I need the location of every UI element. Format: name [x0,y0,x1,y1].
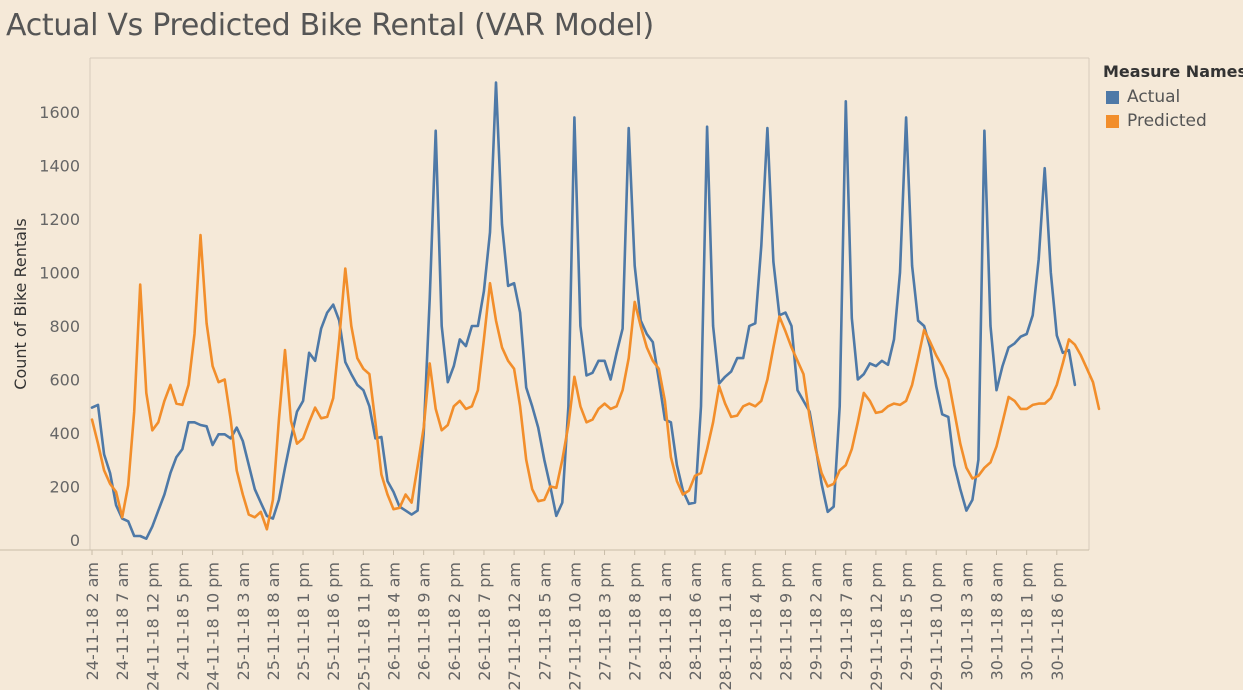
y-tick-label: 400 [49,424,80,443]
legend-swatch-predicted [1106,114,1119,128]
x-tick-label: 25-11-18 8 am [264,562,283,680]
legend-label-actual: Actual [1127,87,1181,107]
x-tick-label: 30-11-18 1 pm [1018,562,1037,681]
x-tick-label: 24-11-18 10 pm [204,562,223,690]
series-line-predicted [90,233,1101,531]
y-axis-title: Count of Bike Rentals [11,218,30,389]
x-tick-label: 28-11-18 9 pm [776,562,795,681]
y-tick-label: 1000 [39,264,80,283]
x-tick-label: 26-11-18 2 pm [445,562,464,681]
x-tick-label: 24-11-18 5 pm [173,562,192,681]
x-tick-label: 29-11-18 7 am [837,562,856,680]
y-tick-label: 600 [49,371,80,390]
x-tick-label: 25-11-18 1 pm [294,562,313,681]
y-tick-label: 200 [49,478,80,497]
legend: Measure Names Actual Predicted [1103,62,1243,133]
legend-title: Measure Names [1103,62,1243,81]
x-tick-label: 29-11-18 5 pm [897,562,916,681]
x-tick-label: 25-11-18 3 am [234,562,253,680]
y-tick-label: 1400 [39,157,80,176]
legend-swatch-actual [1106,90,1119,104]
x-tick-label: 28-11-18 1 am [656,562,675,680]
x-tick-label: 26-11-18 9 am [415,562,434,680]
x-tick-label: 24-11-18 2 am [83,562,102,680]
x-tick-label: 28-11-18 4 pm [746,562,765,681]
series-line-actual [90,81,1077,541]
legend-item-predicted[interactable]: Predicted [1103,109,1243,133]
x-tick-label: 27-11-18 5 am [535,562,554,680]
legend-label-predicted: Predicted [1127,111,1207,131]
x-tick-label: 27-11-18 3 pm [596,562,615,681]
x-tick-label: 27-11-18 12 am [505,562,524,690]
x-tick-label: 30-11-18 6 pm [1048,562,1067,681]
x-tick-label: 25-11-18 11 pm [354,562,373,690]
x-tick-label: 25-11-18 6 pm [324,562,343,681]
x-tick-label: 29-11-18 12 pm [867,562,886,690]
x-tick-label: 24-11-18 7 am [113,562,132,680]
x-tick-label: 29-11-18 2 am [807,562,826,680]
x-tick-label: 30-11-18 8 am [988,562,1007,680]
x-tick-label: 27-11-18 10 am [565,562,584,690]
chart-title: Actual Vs Predicted Bike Rental (VAR Mod… [6,8,654,43]
x-tick-label: 24-11-18 12 pm [143,562,162,690]
x-tick-label: 26-11-18 7 pm [475,562,494,681]
x-tick-label: 29-11-18 10 pm [927,562,946,690]
y-tick-label: 1200 [39,210,80,229]
x-tick-label: 28-11-18 11 am [716,562,735,690]
x-tick-label: 27-11-18 8 pm [626,562,645,681]
legend-item-actual[interactable]: Actual [1103,85,1243,109]
x-tick-label: 26-11-18 4 am [385,562,404,680]
x-tick-label: 30-11-18 3 am [957,562,976,680]
y-tick-label: 800 [49,317,80,336]
y-tick-label: 0 [70,531,80,550]
y-tick-label: 1600 [39,103,80,122]
x-tick-label: 28-11-18 6 am [686,562,705,680]
